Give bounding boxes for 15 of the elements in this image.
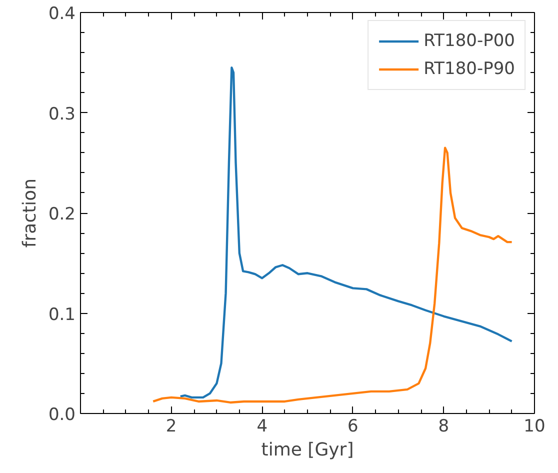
y-tick-label: 0.1 — [48, 304, 76, 325]
x-tick-label: 6 — [347, 416, 358, 436]
y-tick-label: 0.3 — [48, 104, 76, 124]
legend-label: RT180-P90 — [424, 59, 515, 79]
line-series — [152, 146, 513, 404]
x-axis-title: time [Gyr] — [261, 440, 354, 460]
x-tick-label: 10 — [524, 416, 546, 436]
y-axis-title: fraction — [19, 178, 40, 248]
x-tick-label: 4 — [256, 416, 268, 436]
x-tick-label: 2 — [166, 416, 177, 436]
x-tick-label: 8 — [438, 416, 450, 436]
y-tick-label: 0.2 — [48, 204, 76, 224]
y-tick-label: 0.0 — [48, 405, 76, 425]
y-tick-label: 0.4 — [48, 4, 76, 24]
legend-label: RT180-P00 — [424, 31, 515, 51]
